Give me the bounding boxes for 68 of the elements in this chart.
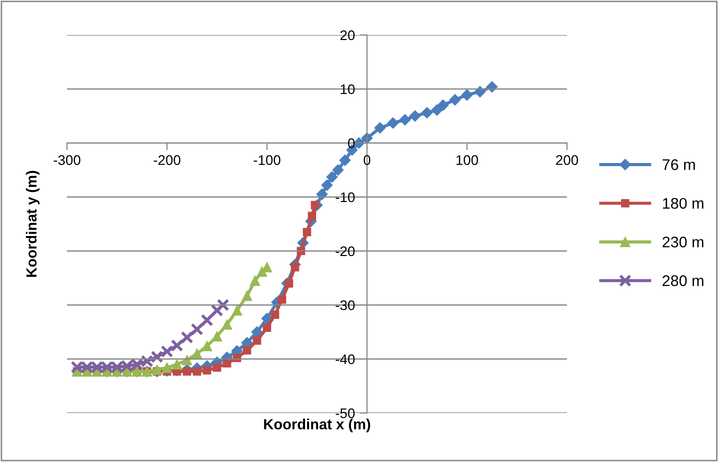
point xyxy=(290,263,300,272)
point xyxy=(182,354,192,366)
x-tick-label: 100 xyxy=(456,155,478,166)
point xyxy=(409,110,421,122)
legend-label: 180 m xyxy=(663,198,704,209)
legend-label: 76 m xyxy=(662,159,695,170)
point xyxy=(284,279,294,288)
point xyxy=(190,323,204,336)
y-tick-label: -40 xyxy=(336,354,355,364)
legend-label: 280 m xyxy=(662,275,704,286)
point xyxy=(474,86,486,98)
y-axis-title: Koordinat y (m) xyxy=(26,170,40,277)
point xyxy=(321,179,333,191)
point xyxy=(160,345,174,358)
y-tick-label: 20 xyxy=(340,30,355,40)
point xyxy=(242,290,252,302)
x-tick-label: -200 xyxy=(154,155,180,166)
x-tick-label: 0 xyxy=(364,155,370,166)
y-tick-label: -50 xyxy=(336,408,355,418)
point xyxy=(332,164,344,176)
point xyxy=(250,275,260,286)
point xyxy=(162,362,172,373)
point xyxy=(222,359,232,368)
point xyxy=(222,319,232,330)
point xyxy=(278,295,286,304)
point xyxy=(251,326,263,338)
point xyxy=(449,94,461,106)
x-tick-label: -300 xyxy=(54,155,80,166)
point xyxy=(252,336,262,345)
point xyxy=(437,99,449,111)
point xyxy=(399,114,411,126)
point xyxy=(461,89,473,101)
x-tick-label: 200 xyxy=(556,155,578,166)
point xyxy=(421,107,433,119)
point xyxy=(232,305,242,316)
y-tick-label: 10 xyxy=(340,84,355,94)
y-tick-label: -30 xyxy=(336,300,355,310)
y-tick-label: -10 xyxy=(336,192,355,202)
point xyxy=(210,304,224,317)
point xyxy=(316,188,328,200)
point xyxy=(387,117,399,129)
point xyxy=(202,366,212,375)
point xyxy=(212,363,222,372)
point xyxy=(202,340,212,352)
legend-label: 230 m xyxy=(662,236,704,248)
point xyxy=(212,331,222,342)
y-tick-label: 0 xyxy=(348,138,355,148)
point xyxy=(172,359,182,370)
point xyxy=(262,324,272,332)
point xyxy=(339,154,351,166)
point xyxy=(182,367,192,376)
point xyxy=(326,171,338,183)
point xyxy=(310,200,320,210)
point xyxy=(374,122,386,134)
point xyxy=(200,314,214,326)
point xyxy=(216,298,230,312)
point xyxy=(270,310,280,319)
x-tick-label: -100 xyxy=(254,155,280,166)
point xyxy=(308,212,316,220)
x-axis-title: Koordinat x (m) xyxy=(264,418,370,432)
point xyxy=(302,228,312,236)
point xyxy=(486,81,498,93)
point xyxy=(192,348,202,359)
point xyxy=(242,346,252,355)
point xyxy=(180,331,194,344)
point xyxy=(192,367,202,376)
y-tick-label: -20 xyxy=(336,246,355,256)
point xyxy=(170,339,184,352)
